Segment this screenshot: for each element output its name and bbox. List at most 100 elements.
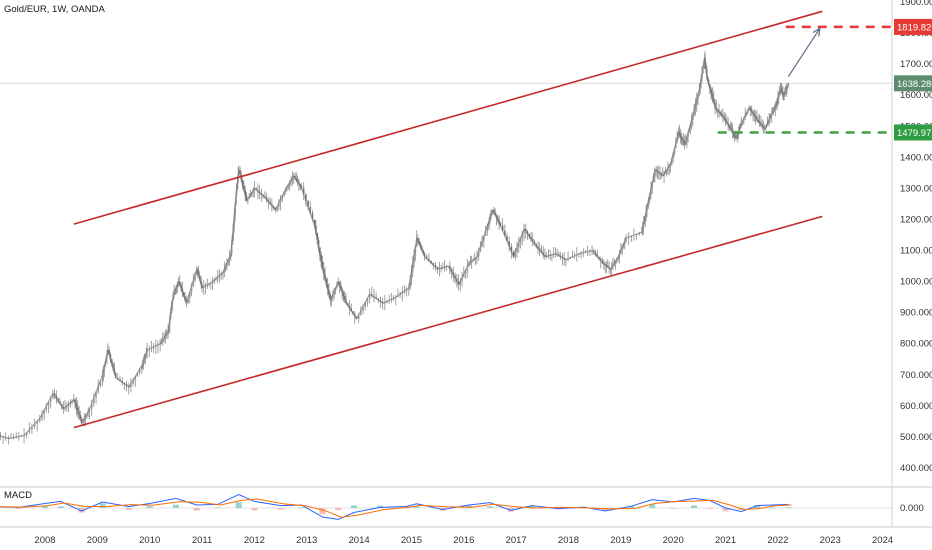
macd-histogram-bar <box>691 505 698 508</box>
price-candle <box>152 346 155 348</box>
price-candle <box>758 121 761 124</box>
price-candle <box>754 115 757 118</box>
price-candle <box>384 302 386 304</box>
y-tick-label: 1300.000 <box>900 183 932 194</box>
macd-histogram-bar <box>214 507 221 509</box>
price-candle <box>62 406 65 409</box>
price-candle <box>239 169 241 175</box>
x-tick-label: 2008 <box>34 535 55 546</box>
price-candle <box>681 138 684 141</box>
price-candle <box>428 258 430 261</box>
price-candle <box>698 88 701 95</box>
price-candle <box>315 225 317 233</box>
price-candle <box>625 238 627 242</box>
price-candle <box>325 279 328 285</box>
price-candle <box>741 120 744 124</box>
price-candle <box>313 219 316 226</box>
macd-histogram-bar <box>753 505 760 508</box>
price-candle <box>531 239 534 242</box>
price-candle <box>414 246 417 255</box>
macd-histogram-bar <box>528 505 535 508</box>
macd-histogram-bar <box>235 502 242 508</box>
price-candle <box>410 271 413 280</box>
price-candle <box>230 253 232 257</box>
price-candle <box>117 377 119 380</box>
price-candle <box>390 299 393 301</box>
y-tick-label: 1100.000 <box>900 246 932 257</box>
price-candle <box>495 215 498 218</box>
x-tick-label: 2016 <box>453 535 474 546</box>
price-candle <box>494 212 497 216</box>
price-candle <box>647 200 650 208</box>
price-candle <box>255 188 257 190</box>
price-candle <box>227 259 230 263</box>
price-candle <box>468 262 470 267</box>
price-candle <box>159 343 161 345</box>
price-candle <box>594 252 597 255</box>
macd-line <box>0 493 789 520</box>
price-candle <box>512 251 515 257</box>
price-candle <box>690 120 693 125</box>
price-candle <box>454 275 456 279</box>
price-candle <box>300 186 303 189</box>
price-candle <box>224 266 227 270</box>
y-tick-label: 1700.000 <box>900 59 932 70</box>
price-candle <box>517 242 520 248</box>
price-candle <box>364 302 367 307</box>
price-candle <box>321 261 324 270</box>
price-candle <box>249 194 252 197</box>
price-candle <box>157 344 159 346</box>
price-candle <box>466 266 469 271</box>
price-candle <box>381 301 384 304</box>
price-candle <box>355 316 358 319</box>
price-candle <box>685 140 687 145</box>
price-candle <box>633 235 635 237</box>
price-candle <box>486 225 489 231</box>
price-candle <box>535 244 538 247</box>
price-candle <box>240 174 243 181</box>
price-candle <box>748 107 750 111</box>
price-candle <box>165 333 168 336</box>
price-candle <box>241 180 244 186</box>
current-price-label-box <box>894 75 932 92</box>
price-candle <box>348 305 351 309</box>
price-candle <box>330 297 333 301</box>
price-candle <box>368 294 371 299</box>
price-candle <box>542 252 544 255</box>
price-candle <box>302 188 305 195</box>
channel-upper-line <box>73 10 823 225</box>
x-tick-label: 2012 <box>244 535 265 546</box>
price-candle <box>715 107 718 110</box>
price-candle <box>87 411 89 414</box>
projection-arrow-line <box>787 28 821 77</box>
price-candle <box>336 284 338 288</box>
price-candle <box>654 169 656 176</box>
price-candle <box>506 236 508 242</box>
macd-histogram-bar <box>193 508 200 511</box>
macd-layer <box>0 493 892 520</box>
price-candle <box>386 301 388 303</box>
macd-title: MACD <box>4 490 32 501</box>
price-candle <box>253 188 256 191</box>
price-candle <box>727 123 729 126</box>
price-candle <box>707 79 710 85</box>
price-candle <box>182 292 185 297</box>
price-candle <box>493 210 495 213</box>
price-candle <box>192 280 195 287</box>
price-candle <box>593 250 595 253</box>
price-candle <box>479 246 482 252</box>
macd-histogram-bar <box>15 508 22 509</box>
price-candle <box>319 247 321 255</box>
price-candle <box>41 414 43 419</box>
price-candle <box>375 297 377 299</box>
price-candle <box>243 185 245 191</box>
price-candle <box>648 194 651 201</box>
price-candle <box>377 298 380 301</box>
price-candle <box>524 228 527 232</box>
price-candle <box>334 287 337 291</box>
price-candle <box>745 112 748 116</box>
price-candle <box>264 196 266 198</box>
price-candle <box>357 314 360 319</box>
